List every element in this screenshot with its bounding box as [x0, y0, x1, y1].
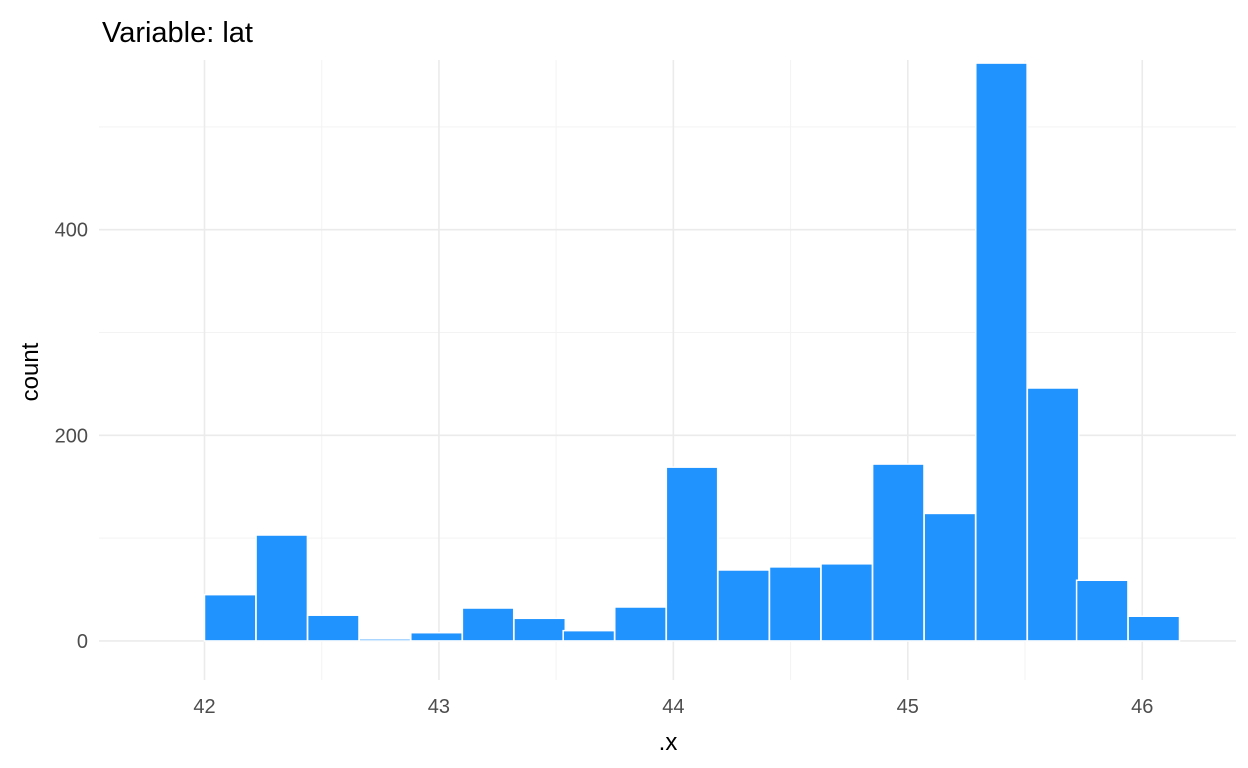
histogram-bar: [923, 512, 977, 642]
histogram-bar: [871, 463, 925, 642]
x-tick-label: 45: [897, 696, 919, 718]
histogram-bar: [665, 466, 719, 642]
y-tick-label: 400: [55, 220, 88, 242]
y-axis-ticks: 0 200 400: [55, 220, 88, 653]
histogram-bar: [975, 62, 1028, 642]
histogram-bar: [717, 569, 770, 642]
histogram-bar: [1075, 579, 1129, 642]
x-tick-label: 46: [1131, 696, 1153, 718]
histogram-bar: [306, 614, 360, 642]
histogram-bar: [358, 638, 412, 642]
histogram-bar: [255, 534, 309, 642]
histogram-bar: [203, 593, 257, 642]
histogram-bar: [820, 563, 874, 642]
histogram-bar: [562, 629, 616, 642]
histogram-bar: [768, 566, 822, 642]
histogram-bars: [203, 62, 1181, 642]
histogram-bar: [461, 607, 515, 642]
histogram-bar: [1026, 387, 1080, 642]
histogram-bar: [410, 631, 463, 642]
histogram-bar: [1127, 615, 1181, 642]
x-tick-label: 42: [193, 696, 215, 718]
histogram-bar: [614, 606, 667, 642]
histogram-bar: [513, 617, 567, 642]
x-axis-ticks: 42 43 44 45 46: [193, 696, 1153, 718]
x-axis-title: .x: [659, 729, 678, 756]
y-tick-label: 0: [77, 631, 88, 653]
x-tick-label: 44: [662, 696, 684, 718]
y-tick-label: 200: [55, 425, 88, 447]
y-axis-title: count: [17, 342, 44, 401]
chart-title: Variable: lat: [102, 17, 253, 49]
x-tick-label: 43: [428, 696, 450, 718]
